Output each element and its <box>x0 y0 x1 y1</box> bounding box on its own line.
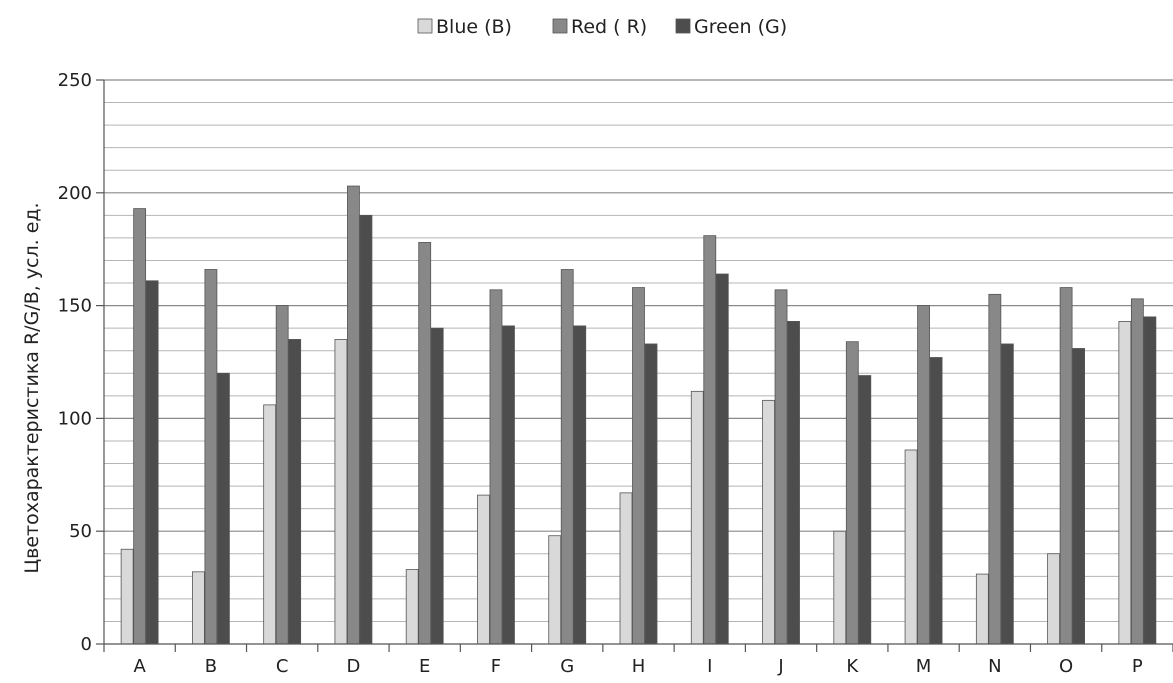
legend-label: Blue (B) <box>436 16 512 38</box>
bar-M-series-3 <box>929 357 943 645</box>
x-tick-label-O: O <box>1059 656 1073 677</box>
x-tick-label-H: H <box>632 656 646 677</box>
bar-K-series-3 <box>858 375 872 645</box>
bar-A-series-2 <box>133 208 147 645</box>
bar-E-series-2 <box>418 242 432 645</box>
bar-H-series-2 <box>632 287 645 645</box>
y-tick-labels: 0 50 100 150 200 250 <box>58 70 92 655</box>
y-axis-label: Цветохарактеристика R/G/B, усл. ед. <box>21 202 43 573</box>
bar-H-series-1 <box>619 492 633 645</box>
bar-F-series-2 <box>489 289 503 645</box>
legend-item-1: Blue (B) <box>417 16 512 38</box>
bar-G-series-2 <box>560 269 574 645</box>
x-tick-label-P: P <box>1132 656 1143 677</box>
bar-K-series-1 <box>833 530 847 645</box>
bar-B-series-1 <box>191 571 205 645</box>
bar-C-series-3 <box>288 339 302 645</box>
bar-E-series-3 <box>430 327 444 645</box>
legend-swatch <box>552 18 568 34</box>
x-tick-label-N: N <box>988 656 1001 677</box>
bar-J-series-1 <box>762 399 775 645</box>
bar-P-series-3 <box>1143 316 1157 645</box>
x-tick-label-G: G <box>560 656 574 677</box>
bar-I-series-1 <box>690 390 704 645</box>
legend: Blue (B) Red ( R) Green (G) <box>417 16 787 38</box>
bar-J-series-3 <box>787 320 800 645</box>
bar-B-series-3 <box>216 372 230 645</box>
x-tick-label-M: M <box>916 656 932 677</box>
y-tick-label: 200 <box>58 183 92 204</box>
axes <box>96 79 1173 652</box>
x-tick-label-A: A <box>133 656 146 677</box>
bar-P-series-2 <box>1130 298 1144 645</box>
bar-N-series-3 <box>1000 343 1014 645</box>
bar-B-series-2 <box>204 269 218 645</box>
bar-H-series-3 <box>644 343 658 645</box>
bar-I-series-2 <box>703 235 717 645</box>
bar-O-series-2 <box>1059 287 1073 645</box>
bar-A-series-1 <box>120 548 134 645</box>
x-tick-label-J: J <box>777 656 783 677</box>
y-tick-label: 150 <box>58 296 92 317</box>
bar-O-series-3 <box>1072 348 1085 645</box>
legend-label: Red ( R) <box>571 16 647 38</box>
y-tick-label: 100 <box>58 408 92 429</box>
x-tick-label-E: E <box>419 656 430 677</box>
x-tick-label-D: D <box>346 656 360 677</box>
x-tick-label-C: C <box>276 656 289 677</box>
legend-item-2: Red ( R) <box>552 16 647 38</box>
legend-swatch <box>675 18 691 34</box>
bar-P-series-1 <box>1118 320 1132 645</box>
bar-J-series-2 <box>774 289 788 645</box>
bar-I-series-3 <box>715 273 729 645</box>
bar-C-series-1 <box>263 404 277 645</box>
bar-M-series-1 <box>904 449 918 645</box>
bar-C-series-2 <box>275 305 289 645</box>
bar-O-series-1 <box>1047 553 1060 645</box>
bar-M-series-2 <box>917 305 930 645</box>
legend-swatch <box>417 18 433 34</box>
x-tick-label-F: F <box>491 656 501 677</box>
y-tick-label: 250 <box>58 70 92 91</box>
bar-D-series-3 <box>359 214 373 645</box>
legend-item-3: Green (G) <box>675 16 787 38</box>
bar-N-series-2 <box>988 293 1002 645</box>
bar-D-series-1 <box>334 339 348 645</box>
bar-N-series-1 <box>975 573 989 645</box>
bar-E-series-1 <box>405 569 419 645</box>
bar-K-series-2 <box>845 341 859 645</box>
y-tick-label: 50 <box>69 521 92 542</box>
x-tick-label-B: B <box>205 656 217 677</box>
bar-G-series-1 <box>548 535 562 645</box>
x-tick-label-K: K <box>846 656 859 677</box>
y-tick-label: 0 <box>81 634 92 655</box>
x-tick-label-I: I <box>707 656 712 677</box>
bar-D-series-2 <box>347 185 360 645</box>
bar-F-series-3 <box>502 325 515 645</box>
legend-label: Green (G) <box>694 16 787 38</box>
bar-F-series-1 <box>477 494 490 645</box>
bars <box>120 185 1157 645</box>
bar-A-series-3 <box>145 280 159 645</box>
bar-G-series-3 <box>573 325 587 645</box>
